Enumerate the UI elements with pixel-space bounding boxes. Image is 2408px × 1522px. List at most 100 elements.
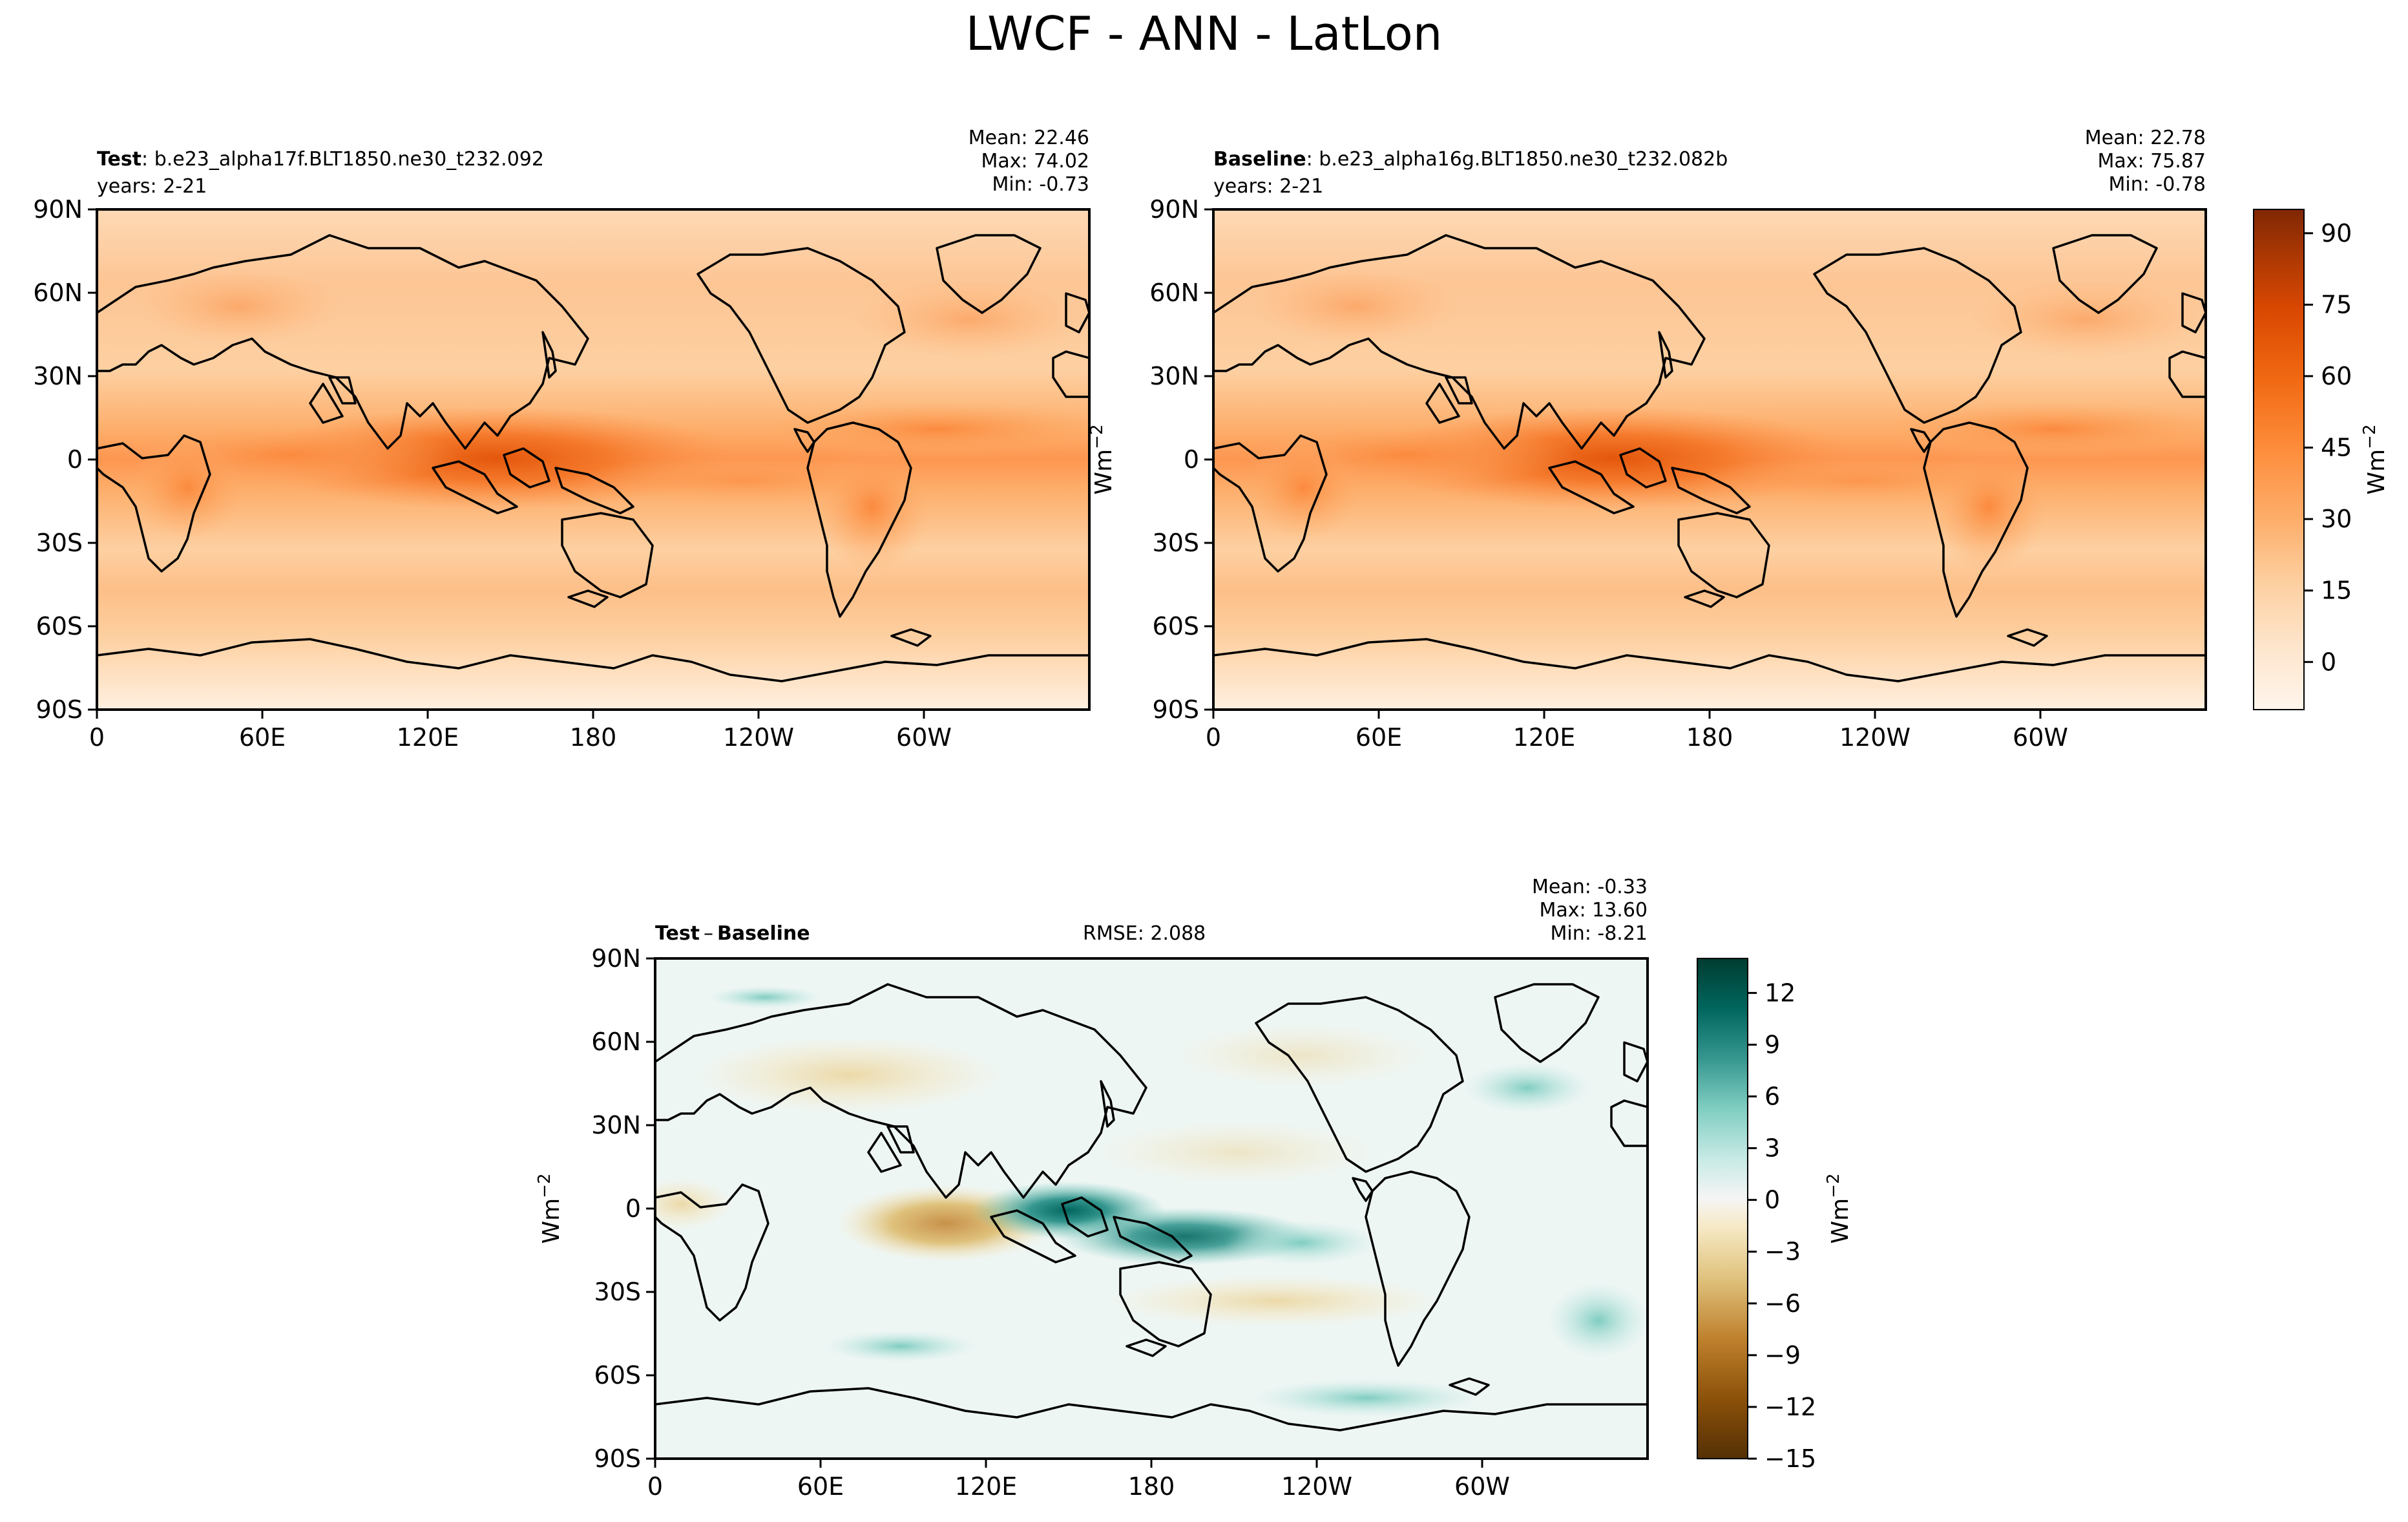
x-tick-label: 60W bbox=[896, 723, 952, 752]
y-tick-label: 90S bbox=[1153, 695, 1199, 724]
x-tick-label: 180 bbox=[1128, 1472, 1175, 1501]
y-tick-label: 0 bbox=[67, 445, 83, 474]
y-tick-label: 30N bbox=[591, 1111, 641, 1139]
test-header: Test: b.e23_alpha17f.BLT1850.ne30_t232.0… bbox=[97, 150, 544, 169]
test-mean: Mean: 22.46 bbox=[968, 127, 1089, 149]
diff-header: Test – Baseline bbox=[655, 924, 810, 944]
test-axes: 0 60E 120E 180 120W 60W 90N 60N 30N 0 30S 60S 90S bbox=[33, 195, 952, 752]
x-tick-label: 60W bbox=[1454, 1472, 1510, 1501]
colorbar-tick-label: −12 bbox=[1764, 1393, 1816, 1421]
x-tick-label: 60E bbox=[239, 723, 286, 752]
colorbar-tick-label: 60 bbox=[2321, 362, 2352, 390]
colorbar-tick-label: −6 bbox=[1764, 1289, 1801, 1318]
y-tick-label: 30S bbox=[1153, 529, 1199, 557]
x-tick-label: 0 bbox=[89, 723, 105, 752]
x-tick-label: 180 bbox=[1686, 723, 1733, 752]
x-tick-label: 60W bbox=[2013, 723, 2068, 752]
x-tick-label: 120E bbox=[1513, 723, 1576, 752]
x-tick-label: 0 bbox=[1206, 723, 1221, 752]
x-tick-label: 120W bbox=[723, 723, 794, 752]
y-tick-label: 90S bbox=[594, 1444, 641, 1473]
baseline-map bbox=[1213, 209, 2206, 710]
baseline-header: Baseline: b.e23_alpha16g.BLT1850.ne30_t2… bbox=[1213, 150, 1728, 169]
colorbar-tick-label: 6 bbox=[1764, 1083, 1780, 1111]
diff-label-test: Test bbox=[655, 922, 700, 945]
diff-mean: Mean: -0.33 bbox=[1531, 876, 1648, 898]
x-tick-label: 120W bbox=[1839, 723, 1911, 752]
diff-label-baseline: Baseline bbox=[717, 922, 810, 945]
test-map bbox=[97, 209, 1089, 710]
y-tick-label: 60S bbox=[1153, 612, 1199, 640]
x-tick-label: 60E bbox=[1356, 723, 1402, 752]
baseline-years: years: 2-21 bbox=[1213, 175, 1324, 198]
colorbar-tick-label: 0 bbox=[2321, 648, 2336, 676]
test-run-name: b.e23_alpha17f.BLT1850.ne30_t232.092 bbox=[154, 148, 544, 171]
diff-stats: Mean: -0.33 Max: 13.60 Min: -8.21 bbox=[1454, 876, 1648, 946]
test-max: Max: 74.02 bbox=[981, 150, 1089, 173]
y-tick-label: 90N bbox=[33, 195, 83, 224]
y-tick-label: 30S bbox=[36, 529, 83, 557]
test-stats: Mean: 22.46 Max: 74.02 Min: -0.73 bbox=[895, 127, 1089, 196]
y-tick-label: 60S bbox=[36, 612, 83, 640]
colorbar-tick-label: −3 bbox=[1764, 1238, 1801, 1266]
y-tick-label: 0 bbox=[1184, 445, 1199, 474]
diff-max: Max: 13.60 bbox=[1539, 899, 1648, 922]
baseline-colon: : bbox=[1306, 148, 1319, 171]
baseline-label: Baseline bbox=[1213, 148, 1306, 171]
colorbar-tick-label: 45 bbox=[2321, 434, 2352, 462]
x-tick-label: 60E bbox=[797, 1472, 844, 1501]
baseline-stats: Mean: 22.78 Max: 75.87 Min: -0.78 bbox=[2012, 127, 2206, 196]
colorbar-diff-units-label: Wm−2 bbox=[1824, 1174, 1854, 1244]
colorbar-tick-label: 12 bbox=[1764, 978, 1796, 1007]
colorbar-orange-ticks: 0 15 30 45 60 75 90 bbox=[2304, 219, 2352, 676]
baseline-min: Min: -0.78 bbox=[2108, 173, 2206, 196]
figure-title: LWCF - ANN - LatLon bbox=[965, 6, 1443, 61]
x-tick-label: 180 bbox=[570, 723, 617, 752]
test-label: Test bbox=[97, 148, 142, 171]
test-panel: 0 60E 120E 180 120W 60W 90N 60N 30N 0 30S 60S 90S bbox=[33, 195, 1091, 752]
baseline-mean: Mean: 22.78 bbox=[2084, 127, 2206, 149]
colorbar-orange: 0 15 30 45 60 75 90 bbox=[2253, 209, 2352, 710]
colorbar-tick-label: 9 bbox=[1764, 1030, 1780, 1059]
x-tick-label: 120E bbox=[955, 1472, 1018, 1501]
diff-rmse: RMSE: 2.088 bbox=[1083, 922, 1206, 945]
y-tick-label: 60S bbox=[594, 1361, 641, 1390]
diff-minus: – bbox=[704, 922, 714, 945]
y-tick-label: 0 bbox=[625, 1194, 641, 1223]
y-tick-label: 90N bbox=[591, 944, 641, 973]
baseline-panel: 0 60E 120E 180 120W 60W 90N 60N 30N 0 30S 60S 90S bbox=[1149, 195, 2207, 752]
y-tick-label: 60N bbox=[591, 1028, 641, 1056]
colorbar-tick-label: 15 bbox=[2321, 576, 2352, 605]
diff-panel: 0 60E 120E 180 120W 60W 90N 60N 30N 0 30S 60S 90S bbox=[591, 944, 1649, 1501]
y-tick-label: 90S bbox=[36, 695, 83, 724]
y-tick-label: 60N bbox=[33, 279, 83, 307]
y-tick-label: 30N bbox=[1149, 362, 1199, 390]
colorbar-diff-ticks: −15 −12 −9 −6 −3 0 3 6 9 12 bbox=[1748, 978, 1816, 1473]
baseline-axes: 0 60E 120E 180 120W 60W 90N 60N 30N 0 30S 60S 90S bbox=[1149, 195, 2068, 752]
baseline-run-name: b.e23_alpha16g.BLT1850.ne30_t232.082b bbox=[1319, 148, 1728, 171]
colorbar-tick-label: 90 bbox=[2321, 219, 2352, 248]
colorbar-tick-label: −9 bbox=[1764, 1341, 1801, 1369]
colorbar-tick-label: 3 bbox=[1764, 1134, 1780, 1163]
diff-min: Min: -8.21 bbox=[1550, 922, 1648, 945]
colorbar-orange-units-label: Wm−2 bbox=[2360, 425, 2390, 495]
diff-units-label: Wm−2 bbox=[535, 1174, 565, 1244]
colorbar-tick-label: −15 bbox=[1764, 1444, 1816, 1473]
x-tick-label: 120E bbox=[397, 723, 459, 752]
test-colon: : bbox=[141, 148, 154, 171]
y-tick-label: 90N bbox=[1149, 195, 1199, 224]
colorbar-diff: −15 −12 −9 −6 −3 0 3 6 9 12 bbox=[1697, 958, 1816, 1473]
y-tick-label: 30N bbox=[33, 362, 83, 390]
test-min: Min: -0.73 bbox=[992, 173, 1090, 196]
baseline-max: Max: 75.87 bbox=[2097, 150, 2206, 173]
x-tick-label: 120W bbox=[1281, 1472, 1352, 1501]
colorbar-tick-label: 30 bbox=[2321, 505, 2352, 533]
y-tick-label: 60N bbox=[1149, 279, 1199, 307]
test-units-label: Wm−2 bbox=[1087, 425, 1117, 495]
colorbar-tick-label: 75 bbox=[2321, 290, 2352, 319]
colorbar-tick-label: 0 bbox=[1764, 1186, 1780, 1214]
diff-axes: 0 60E 120E 180 120W 60W 90N 60N 30N 0 30S 60S 90S bbox=[591, 944, 1510, 1501]
diff-map bbox=[655, 958, 1648, 1459]
y-tick-label: 30S bbox=[594, 1278, 641, 1306]
